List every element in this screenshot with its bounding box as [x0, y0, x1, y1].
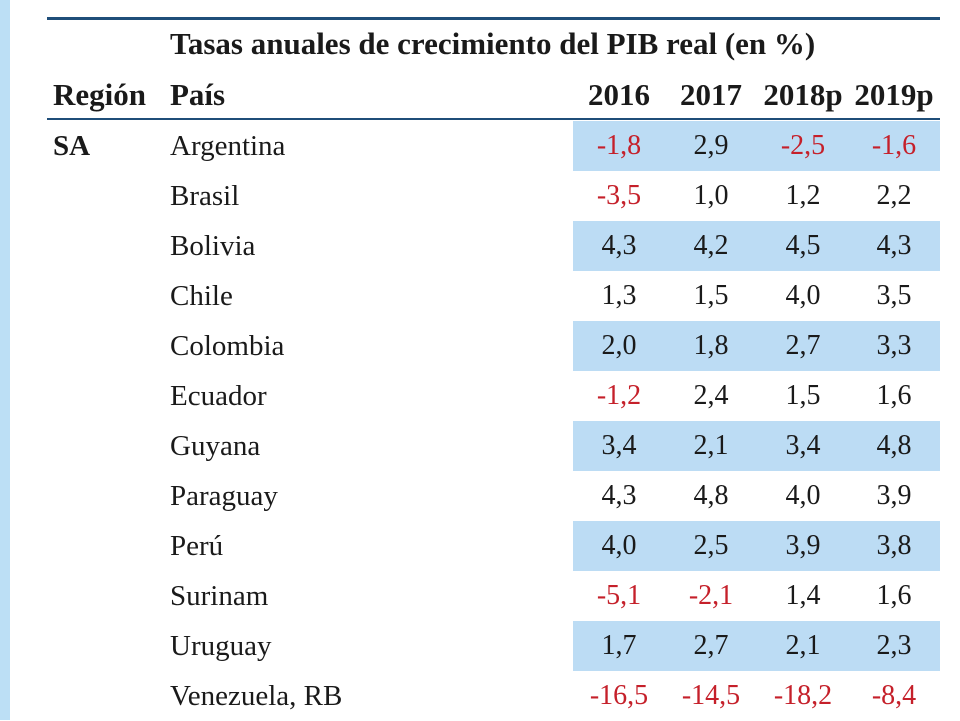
value-2016-cell: 1,3 — [601, 280, 637, 311]
value-2019p-cell: 3,8 — [876, 530, 912, 561]
table-row: Colombia 2,0 1,8 2,7 3,3 — [0, 321, 960, 371]
value-2016-cell: 1,7 — [601, 630, 637, 661]
value-2018p-cell: 3,9 — [785, 530, 821, 561]
value-2016-cell: -5,1 — [596, 580, 642, 611]
table-row: Bolivia 4,3 4,2 4,5 4,3 — [0, 221, 960, 271]
value-2016-cell: 4,0 — [601, 530, 637, 561]
header-bottom-rule — [47, 118, 940, 120]
value-2017-cell: 1,8 — [693, 330, 729, 361]
value-2017-cell: 2,4 — [693, 380, 729, 411]
value-2019p-cell: 1,6 — [876, 380, 912, 411]
country-cell: Surinam — [170, 580, 269, 612]
value-2018p-cell: 4,5 — [785, 230, 821, 261]
value-2017-cell: -14,5 — [681, 680, 741, 711]
value-2016-cell: 4,3 — [601, 230, 637, 261]
value-2016-cell: -16,5 — [589, 680, 649, 711]
country-cell: Brasil — [170, 180, 240, 212]
left-accent-bar — [0, 0, 10, 720]
value-2018p-cell: 1,5 — [785, 380, 821, 411]
value-2019p-cell: -1,6 — [871, 130, 917, 161]
region-cell: SA — [53, 130, 91, 162]
table-row: Venezuela, RB -16,5 -14,5 -18,2 -8,4 — [0, 671, 960, 721]
row-shading — [573, 321, 940, 371]
country-cell: Uruguay — [170, 630, 272, 662]
value-2017-cell: 2,7 — [693, 630, 729, 661]
value-2018p-cell: 2,1 — [785, 630, 821, 661]
value-2019p-cell: -8,4 — [871, 680, 917, 711]
value-2017-cell: 2,5 — [693, 530, 729, 561]
value-2017-cell: 2,9 — [693, 130, 729, 161]
country-cell: Perú — [170, 530, 224, 562]
table-row: Ecuador -1,2 2,4 1,5 1,6 — [0, 371, 960, 421]
value-2018p-cell: -18,2 — [773, 680, 833, 711]
header-region: Región — [53, 77, 146, 112]
table-row: Chile 1,3 1,5 4,0 3,5 — [0, 271, 960, 321]
header-year-2018p: 2018p — [763, 77, 843, 112]
value-2017-cell: 4,8 — [693, 480, 729, 511]
country-cell: Guyana — [170, 430, 261, 462]
value-2019p-cell: 2,3 — [876, 630, 912, 661]
row-shading — [573, 121, 940, 171]
table-row: Paraguay 4,3 4,8 4,0 3,9 — [0, 471, 960, 521]
value-2018p-cell: 1,2 — [785, 180, 821, 211]
country-cell: Paraguay — [170, 480, 278, 512]
value-2018p-cell: -2,5 — [780, 130, 826, 161]
table-row: Surinam -5,1 -2,1 1,4 1,6 — [0, 571, 960, 621]
value-2016-cell: -1,2 — [596, 380, 642, 411]
value-2018p-cell: 2,7 — [785, 330, 821, 361]
value-2016-cell: -1,8 — [596, 130, 642, 161]
row-shading — [573, 421, 940, 471]
value-2016-cell: 3,4 — [601, 430, 637, 461]
value-2018p-cell: 4,0 — [785, 280, 821, 311]
header-country: País — [170, 77, 226, 112]
row-shading — [573, 621, 940, 671]
value-2017-cell: 2,1 — [693, 430, 729, 461]
value-2019p-cell: 3,9 — [876, 480, 912, 511]
value-2016-cell: 2,0 — [601, 330, 637, 361]
value-2018p-cell: 1,4 — [785, 580, 821, 611]
value-2016-cell: 4,3 — [601, 480, 637, 511]
value-2017-cell: 1,0 — [693, 180, 729, 211]
country-cell: Venezuela, RB — [170, 680, 343, 712]
value-2019p-cell: 4,3 — [876, 230, 912, 261]
table-row: SA Argentina -1,8 2,9 -2,5 -1,6 — [0, 121, 960, 171]
value-2019p-cell: 1,6 — [876, 580, 912, 611]
value-2019p-cell: 3,3 — [876, 330, 912, 361]
table-row: Guyana 3,4 2,1 3,4 4,8 — [0, 421, 960, 471]
table-top-rule — [47, 17, 940, 20]
value-2017-cell: 4,2 — [693, 230, 729, 261]
header-year-2016: 2016 — [588, 77, 650, 112]
country-cell: Colombia — [170, 330, 285, 362]
value-2019p-cell: 4,8 — [876, 430, 912, 461]
country-cell: Chile — [170, 280, 233, 312]
table-row: Uruguay 1,7 2,7 2,1 2,3 — [0, 621, 960, 671]
header-year-2019p: 2019p — [854, 77, 934, 112]
country-cell: Bolivia — [170, 230, 256, 262]
value-2017-cell: 1,5 — [693, 280, 729, 311]
country-cell: Argentina — [170, 130, 286, 162]
value-2016-cell: -3,5 — [596, 180, 642, 211]
table-row: Brasil -3,5 1,0 1,2 2,2 — [0, 171, 960, 221]
table-caption: Tasas anuales de crecimiento del PIB rea… — [170, 26, 816, 61]
value-2018p-cell: 4,0 — [785, 480, 821, 511]
row-shading — [573, 221, 940, 271]
table-row: Perú 4,0 2,5 3,9 3,8 — [0, 521, 960, 571]
value-2019p-cell: 2,2 — [876, 180, 912, 211]
value-2019p-cell: 3,5 — [876, 280, 912, 311]
value-2017-cell: -2,1 — [688, 580, 734, 611]
value-2018p-cell: 3,4 — [785, 430, 821, 461]
country-cell: Ecuador — [170, 380, 267, 412]
header-year-2017: 2017 — [680, 77, 742, 112]
row-shading — [573, 521, 940, 571]
